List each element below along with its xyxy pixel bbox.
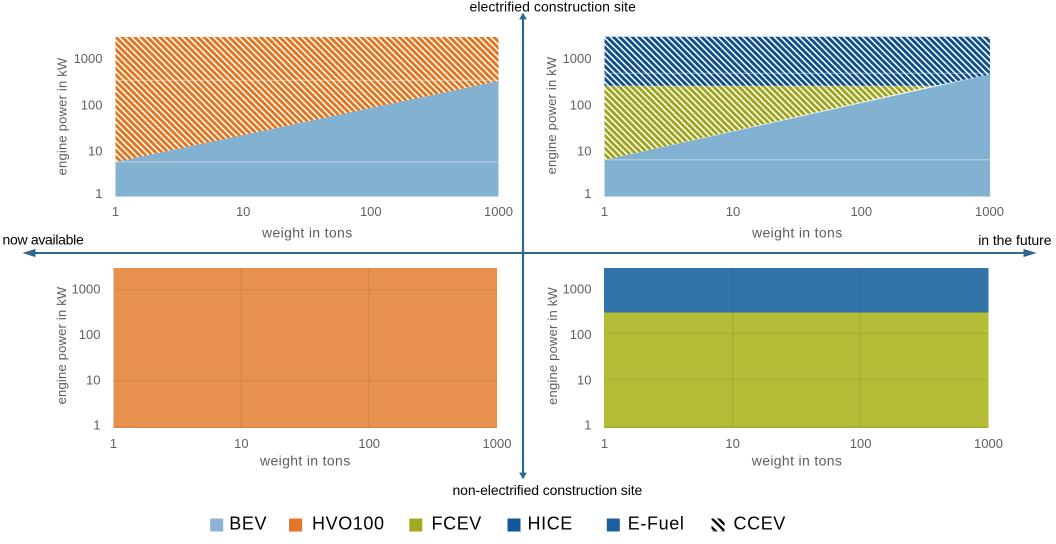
svg-text:engine power in kW: engine power in kW <box>55 57 70 175</box>
svg-text:1: 1 <box>601 204 608 219</box>
svg-text:100: 100 <box>79 327 101 342</box>
svg-text:1000: 1000 <box>974 436 1003 451</box>
svg-text:weight in tons: weight in tons <box>751 453 843 469</box>
svg-text:100: 100 <box>360 204 382 219</box>
svg-text:BEV: BEV <box>229 514 267 534</box>
svg-text:weight in tons: weight in tons <box>259 453 351 469</box>
svg-text:100: 100 <box>850 436 872 451</box>
svg-text:engine power in kW: engine power in kW <box>545 287 560 405</box>
svg-text:weight in tons: weight in tons <box>751 224 843 240</box>
svg-text:FCEV: FCEV <box>432 514 482 534</box>
svg-text:1: 1 <box>584 186 591 201</box>
svg-text:1: 1 <box>584 418 591 433</box>
svg-text:HICE: HICE <box>528 514 573 534</box>
svg-text:HVO100: HVO100 <box>312 514 385 534</box>
svg-text:1000: 1000 <box>563 282 592 297</box>
svg-text:10: 10 <box>577 144 591 159</box>
svg-text:1000: 1000 <box>483 436 512 451</box>
svg-text:10: 10 <box>88 144 102 159</box>
svg-text:1000: 1000 <box>975 204 1004 219</box>
svg-text:100: 100 <box>81 98 103 113</box>
svg-text:in the future: in the future <box>978 232 1052 248</box>
svg-text:10: 10 <box>236 204 250 219</box>
svg-text:100: 100 <box>850 204 872 219</box>
svg-text:1: 1 <box>93 418 100 433</box>
svg-text:10: 10 <box>726 204 740 219</box>
svg-text:weight in tons: weight in tons <box>261 224 353 240</box>
svg-text:CCEV: CCEV <box>734 514 786 534</box>
svg-text:non-electrified construction s: non-electrified construction site <box>453 482 643 498</box>
svg-text:100: 100 <box>358 436 380 451</box>
svg-text:now available: now available <box>3 232 84 248</box>
svg-text:10: 10 <box>725 436 739 451</box>
svg-text:1: 1 <box>112 204 119 219</box>
svg-text:1: 1 <box>95 186 102 201</box>
svg-text:1000: 1000 <box>484 204 513 219</box>
svg-text:10: 10 <box>577 373 591 388</box>
svg-text:engine power in kW: engine power in kW <box>54 286 69 404</box>
svg-text:E-Fuel: E-Fuel <box>628 514 685 534</box>
svg-text:1000: 1000 <box>74 51 103 66</box>
svg-text:100: 100 <box>570 327 592 342</box>
svg-text:100: 100 <box>570 98 592 113</box>
svg-text:1: 1 <box>110 436 117 451</box>
svg-text:10: 10 <box>234 436 248 451</box>
svg-text:1: 1 <box>601 436 608 451</box>
svg-text:1000: 1000 <box>563 51 592 66</box>
svg-text:electrified construction site: electrified construction site <box>470 0 637 15</box>
svg-text:1000: 1000 <box>72 282 101 297</box>
svg-text:engine power in kW: engine power in kW <box>544 56 559 174</box>
svg-text:10: 10 <box>86 373 100 388</box>
